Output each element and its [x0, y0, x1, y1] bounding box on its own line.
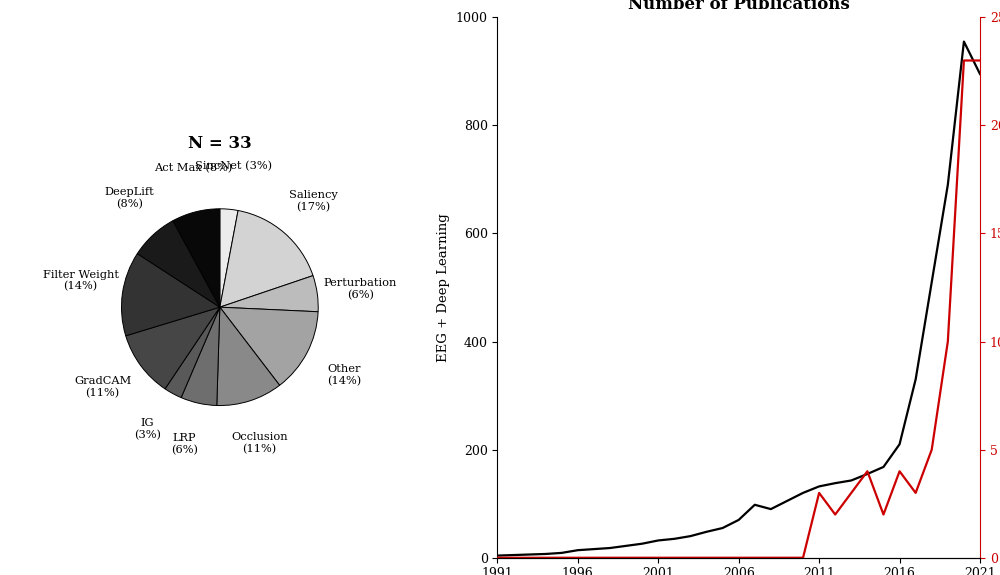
Wedge shape: [220, 210, 313, 307]
Wedge shape: [220, 307, 318, 385]
Text: N = 33: N = 33: [188, 135, 252, 152]
Wedge shape: [220, 275, 318, 312]
Text: Filter Weight
(14%): Filter Weight (14%): [43, 270, 119, 292]
Wedge shape: [137, 221, 220, 307]
Text: Act Max (8%): Act Max (8%): [154, 163, 232, 173]
Y-axis label: EEG + Deep Learning: EEG + Deep Learning: [437, 213, 450, 362]
Wedge shape: [220, 209, 238, 307]
Wedge shape: [181, 307, 220, 405]
Title: Number of Publications: Number of Publications: [628, 0, 850, 13]
Wedge shape: [126, 307, 220, 389]
Text: Occlusion
(11%): Occlusion (11%): [231, 432, 288, 454]
Text: Saliency
(17%): Saliency (17%): [289, 190, 338, 212]
Text: IG
(3%): IG (3%): [134, 418, 161, 440]
Text: Perturbation
(6%): Perturbation (6%): [324, 278, 397, 300]
Wedge shape: [121, 254, 220, 336]
Text: Other
(14%): Other (14%): [327, 365, 361, 386]
Text: GradCAM
(11%): GradCAM (11%): [74, 376, 131, 398]
Wedge shape: [165, 307, 220, 397]
Wedge shape: [217, 307, 280, 405]
Text: LRP
(6%): LRP (6%): [171, 434, 198, 455]
Text: DeepLift
(8%): DeepLift (8%): [105, 187, 154, 209]
Text: SincNet (3%): SincNet (3%): [195, 161, 272, 171]
Wedge shape: [173, 209, 220, 307]
